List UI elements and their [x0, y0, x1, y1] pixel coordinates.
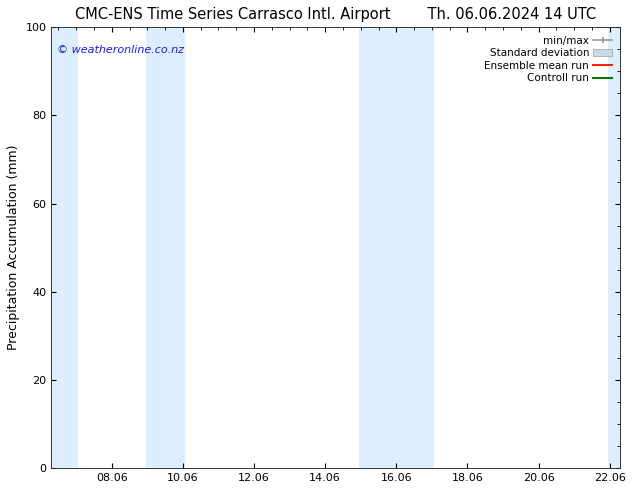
Bar [146, 27, 184, 468]
Y-axis label: Precipitation Accumulation (mm): Precipitation Accumulation (mm) [7, 145, 20, 350]
Title: CMC-ENS Time Series Carrasco Intl. Airport        Th. 06.06.2024 14 UTC: CMC-ENS Time Series Carrasco Intl. Airpo… [75, 7, 597, 22]
Text: © weatheronline.co.nz: © weatheronline.co.nz [57, 45, 184, 55]
Bar [608, 27, 620, 468]
Legend: min/max, Standard deviation, Ensemble mean run, Controll run: min/max, Standard deviation, Ensemble me… [481, 32, 615, 87]
Bar [359, 27, 434, 468]
Bar [51, 27, 78, 468]
